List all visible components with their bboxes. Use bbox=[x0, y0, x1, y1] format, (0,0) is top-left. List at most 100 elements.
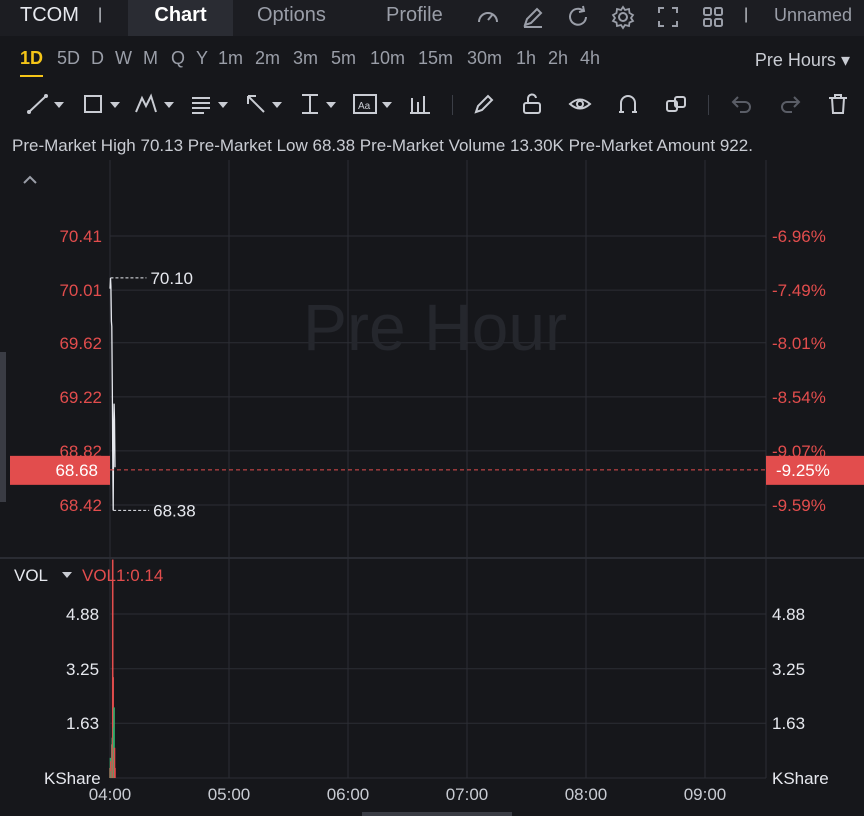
y-tick-label-left: 70.41 bbox=[59, 227, 102, 246]
period-5d[interactable]: 5D bbox=[57, 48, 81, 68]
period-1h[interactable]: 1h bbox=[516, 48, 537, 68]
x-tick-label: 07:00 bbox=[446, 785, 489, 804]
y-tick-label-right: -8.01% bbox=[772, 334, 826, 353]
stat-value: 68.38 bbox=[312, 136, 356, 155]
y-tick-label-right: -9.59% bbox=[772, 496, 826, 515]
low-marker-label: 68.38 bbox=[153, 501, 196, 520]
volume-tick-right: 4.88 bbox=[772, 605, 805, 624]
stat-label: Pre-Market Volume bbox=[359, 136, 506, 155]
stat-label: Pre-Market High bbox=[12, 136, 136, 155]
refresh-icon[interactable] bbox=[565, 4, 591, 30]
period-2h[interactable]: 2h bbox=[548, 48, 569, 68]
pattern-tool-icon[interactable] bbox=[134, 92, 178, 116]
tab-profile[interactable]: Profile bbox=[386, 4, 443, 26]
period-15m[interactable]: 15m bbox=[418, 48, 454, 68]
x-tick-label: 08:00 bbox=[565, 785, 608, 804]
volume-bar bbox=[114, 767, 116, 778]
toolbar-divider bbox=[452, 95, 453, 115]
x-tick-label: 06:00 bbox=[327, 785, 370, 804]
caret-down-icon[interactable] bbox=[62, 572, 72, 578]
fib-tool-icon[interactable] bbox=[190, 92, 232, 116]
stat-label: Pre-Market Amount bbox=[568, 136, 716, 155]
undo-icon[interactable] bbox=[730, 92, 754, 116]
magnet-icon[interactable] bbox=[616, 92, 640, 116]
chevron-down-icon: ▾ bbox=[840, 50, 850, 70]
volume-tick-left: 1.63 bbox=[66, 714, 99, 733]
last-price-label: 68.68 bbox=[55, 461, 98, 480]
text-tool-icon[interactable]: Aa bbox=[352, 92, 396, 116]
y-tick-label-left: 70.01 bbox=[59, 281, 102, 300]
period-1m[interactable]: 1m bbox=[218, 48, 244, 68]
volume-unit-right: KShare bbox=[772, 769, 829, 788]
fullscreen-icon[interactable] bbox=[655, 4, 681, 30]
period-30m[interactable]: 30m bbox=[467, 48, 503, 68]
y-tick-label-left: 68.42 bbox=[59, 496, 102, 515]
period-10m[interactable]: 10m bbox=[370, 48, 406, 68]
gear-icon[interactable] bbox=[610, 4, 636, 30]
y-tick-label-left: 69.62 bbox=[59, 334, 102, 353]
chevron-up-icon[interactable] bbox=[22, 172, 38, 188]
y-tick-label-right: -6.96% bbox=[772, 227, 826, 246]
arrow-tool-icon[interactable] bbox=[244, 92, 286, 116]
period-1d[interactable]: 1D bbox=[20, 48, 44, 77]
x-tick-label: 09:00 bbox=[684, 785, 727, 804]
x-tick-label: 04:00 bbox=[89, 785, 132, 804]
y-tick-label-right: -8.54% bbox=[772, 388, 826, 407]
period-4h[interactable]: 4h bbox=[580, 48, 601, 68]
separator: | bbox=[98, 6, 103, 23]
stat-label: Pre-Market Low bbox=[187, 136, 308, 155]
period-m[interactable]: M bbox=[143, 48, 158, 68]
x-tick-label: 05:00 bbox=[208, 785, 251, 804]
volume-tick-right: 3.25 bbox=[772, 660, 805, 679]
tab-options[interactable]: Options bbox=[257, 4, 326, 26]
top-bar: TCOM | Chart Options Profile | Unnamed bbox=[0, 0, 864, 36]
last-change-label: -9.25% bbox=[776, 461, 830, 480]
y-tick-label-left: 69.22 bbox=[59, 388, 102, 407]
pencil-icon[interactable] bbox=[520, 4, 546, 30]
measure-tool-icon[interactable] bbox=[298, 92, 340, 116]
layout-grid-icon[interactable] bbox=[700, 4, 726, 30]
period-3m[interactable]: 3m bbox=[293, 48, 319, 68]
separator: | bbox=[744, 6, 749, 23]
tab-chart[interactable]: Chart bbox=[128, 0, 233, 36]
volume-indicator-label[interactable]: VOL bbox=[14, 566, 49, 585]
chart-watermark: Pre Hour bbox=[303, 290, 567, 364]
period-d[interactable]: D bbox=[91, 48, 104, 68]
brush-icon[interactable] bbox=[472, 92, 496, 116]
svg-text:Aa: Aa bbox=[358, 101, 371, 112]
high-marker-label: 70.10 bbox=[150, 269, 193, 288]
volume-indicator-value: VOL1:0.14 bbox=[82, 566, 164, 585]
period-w[interactable]: W bbox=[115, 48, 132, 68]
trash-icon[interactable] bbox=[826, 92, 850, 116]
unlock-icon[interactable] bbox=[520, 92, 544, 116]
period-q[interactable]: Q bbox=[171, 48, 186, 68]
redo-icon[interactable] bbox=[778, 92, 802, 116]
volume-unit-left: KShare bbox=[44, 769, 101, 788]
stat-value: 13.30K bbox=[510, 136, 564, 155]
session-label: Pre Hours bbox=[754, 50, 836, 70]
toolbar-divider bbox=[708, 95, 709, 115]
volume-bar bbox=[111, 559, 114, 778]
y-tick-label-right: -7.49% bbox=[772, 281, 826, 300]
bars-tool-icon[interactable] bbox=[408, 92, 432, 116]
volume-tick-right: 1.63 bbox=[772, 714, 805, 733]
volume-tick-left: 4.88 bbox=[66, 605, 99, 624]
period-5m[interactable]: 5m bbox=[331, 48, 357, 68]
side-panel-handle[interactable] bbox=[0, 352, 6, 502]
speedometer-icon[interactable] bbox=[475, 4, 501, 30]
rectangle-tool-icon[interactable] bbox=[82, 92, 124, 116]
period-y[interactable]: Y bbox=[196, 48, 209, 68]
time-scrollbar[interactable] bbox=[362, 812, 512, 816]
period-2m[interactable]: 2m bbox=[255, 48, 281, 68]
period-selector: 1D 5D D W M Q Y 1m 2m 3m 5m 10m 15m 30m … bbox=[0, 38, 864, 78]
last-change-badge-right bbox=[766, 455, 864, 485]
session-dropdown[interactable]: Pre Hours ▾ bbox=[755, 50, 850, 71]
line-tool-icon[interactable] bbox=[26, 92, 68, 116]
eye-icon[interactable] bbox=[568, 92, 592, 116]
ticker-symbol[interactable]: TCOM bbox=[20, 4, 79, 26]
last-price-badge-left bbox=[10, 455, 110, 485]
layout-name[interactable]: Unnamed bbox=[773, 5, 852, 25]
volume-bar bbox=[113, 747, 116, 778]
link-icon[interactable] bbox=[664, 92, 688, 116]
